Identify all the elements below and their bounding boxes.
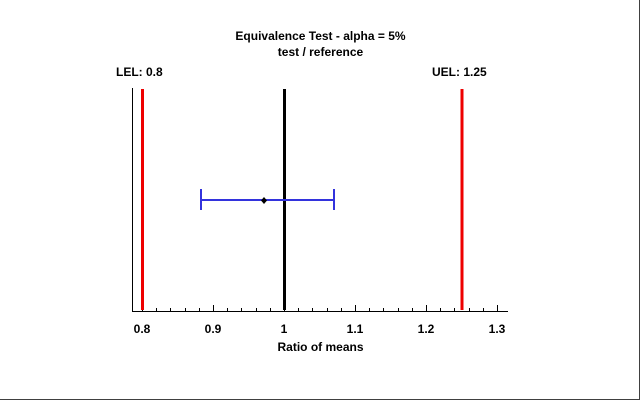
lel-label: LEL: 0.8 <box>116 65 163 79</box>
x-tick-label: 1 <box>280 322 288 336</box>
x-tick-label: 0.9 <box>204 322 222 336</box>
x-tick-label: 1.2 <box>417 322 435 336</box>
x-axis-label: Ratio of means <box>277 340 364 354</box>
uel-label: UEL: 1.25 <box>432 65 487 79</box>
x-axis-minor-ticks <box>156 308 484 311</box>
chart-subtitle: test / reference <box>277 45 364 59</box>
x-axis-major-ticks <box>142 305 498 311</box>
confidence-interval <box>200 189 335 210</box>
point-estimate-marker <box>261 197 267 204</box>
x-tick-label: 1.3 <box>488 322 506 336</box>
x-tick-label: 0.8 <box>133 322 151 336</box>
chart-title: Equivalence Test - alpha = 5% <box>235 29 406 43</box>
x-tick-label: 1.1 <box>346 322 364 336</box>
